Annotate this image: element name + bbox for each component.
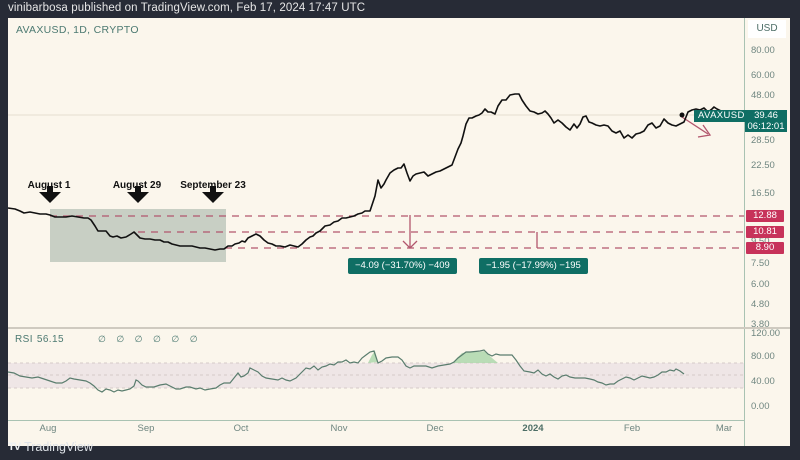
rsi-value: 56.15 <box>36 334 64 345</box>
publish-info: vinibarbosa published on TradingView.com… <box>8 2 366 14</box>
price-tick: 60.00 <box>751 70 775 81</box>
level-label-8-90: 8.90 <box>746 242 784 254</box>
time-tick: Nov <box>330 423 348 434</box>
price-tick: 7.50 <box>751 258 770 269</box>
measure-label-1: −4.09 (−31.70%) −409 <box>348 258 457 274</box>
price-tick: 22.50 <box>751 160 775 171</box>
time-axis-separator <box>8 420 744 421</box>
last-price-tag: 39.46 06:12:01 <box>745 110 787 132</box>
rsi-tick: 0.00 <box>751 401 770 412</box>
price-axis-separator <box>744 18 745 446</box>
annotation-september-23: September 23 <box>180 180 246 191</box>
price-tick: 28.50 <box>751 135 775 146</box>
price-tick: 6.00 <box>751 279 770 290</box>
annotation-arrows <box>39 186 224 203</box>
symbol-title: AVAXUSD, 1D, CRYPTO <box>16 24 139 36</box>
price-tick: 9.50 <box>751 236 770 247</box>
rsi-legend[interactable]: RSI 56.15 <box>15 334 64 345</box>
rsi-line <box>7 349 685 393</box>
last-price-symbol-tag: AVAXUSD <box>694 110 749 122</box>
rsi-na-values-icon: ∅ ∅ ∅ ∅ ∅ ∅ <box>98 334 202 344</box>
time-tick: Dec <box>426 423 444 434</box>
time-tick: Mar <box>715 423 733 434</box>
price-line <box>7 93 725 251</box>
time-tick: Sep <box>137 423 155 434</box>
rsi-title: RSI <box>15 334 33 345</box>
price-tick: 16.50 <box>751 188 775 199</box>
price-tick: 4.80 <box>751 299 770 310</box>
rsi-tick: 120.00 <box>751 328 781 339</box>
time-tick-year: 2024 <box>522 423 544 434</box>
time-tick: Oct <box>233 423 249 434</box>
tradingview-branding[interactable]: TV TradingView <box>8 440 93 454</box>
measure-label-2: −1.95 (−17.99%) −195 <box>479 258 588 274</box>
tradingview-logo-icon: TV <box>8 441 21 453</box>
price-tick: 80.00 <box>751 45 775 56</box>
currency-label[interactable]: USD <box>748 20 786 38</box>
price-tick: 3.80 <box>751 319 770 330</box>
support-levels <box>50 215 744 249</box>
level-label-10-81: 10.81 <box>746 226 784 238</box>
annotation-august-29: August 29 <box>112 180 162 191</box>
brand-name: TradingView <box>24 440 93 454</box>
last-price-dot <box>679 112 685 118</box>
rsi-tick: 80.00 <box>751 351 775 362</box>
annotation-august-1: August 1 <box>27 180 71 191</box>
time-tick: Aug <box>39 423 57 434</box>
level-label-12-88: 12.88 <box>746 210 784 222</box>
rsi-tick: 40.00 <box>751 376 775 387</box>
bar-countdown: 06:12:01 <box>747 121 785 132</box>
time-tick: Feb <box>623 423 641 434</box>
pane-separator[interactable] <box>8 327 790 329</box>
price-tick: 48.00 <box>751 90 775 101</box>
last-price-value: 39.46 <box>754 110 778 121</box>
